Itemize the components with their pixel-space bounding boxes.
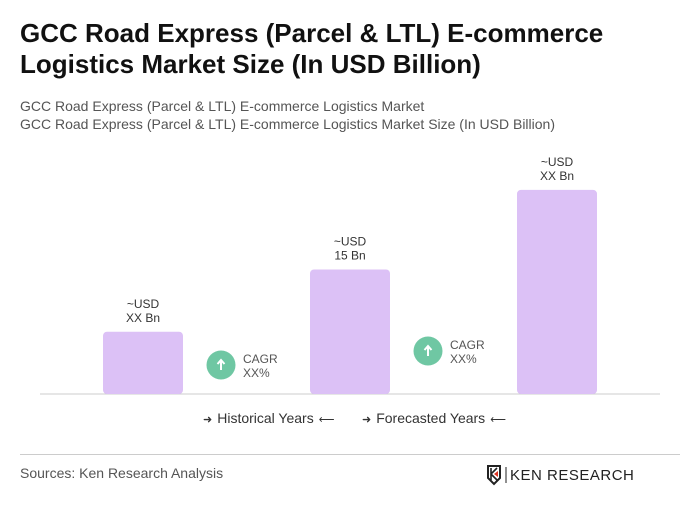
legend-forecasted: ➜ Forecasted Years ⟵ — [357, 410, 511, 426]
arrow-left-icon: ⟵ — [318, 414, 335, 426]
divider — [20, 454, 680, 455]
arrow-up-icon — [423, 344, 433, 356]
legend-historical: ➜ Historical Years ⟵ — [198, 410, 340, 426]
cagr-label: CAGR — [243, 352, 278, 366]
data-label: 15 Bn — [334, 249, 365, 263]
data-label: ~USD — [334, 235, 367, 249]
chart-subtitle: GCC Road Express (Parcel & LTL) E-commer… — [20, 98, 425, 114]
chart-title: GCC Road Express (Parcel & LTL) E-commer… — [20, 18, 604, 79]
data-label: ~USD — [541, 155, 574, 169]
arrow-left-icon: ⟵ — [490, 414, 506, 426]
bar — [103, 331, 183, 394]
data-label: XX Bn — [126, 311, 160, 325]
arrow-right-icon: ➜ — [203, 414, 213, 426]
cagr-value: XX% — [243, 366, 270, 380]
chart-subtitle-2: GCC Road Express (Parcel & LTL) E-commer… — [20, 116, 556, 132]
ken-research-logo: KEN RESEARCH — [486, 464, 656, 491]
data-label: XX Bn — [540, 169, 574, 183]
legend-historical-label: Historical Years — [217, 410, 314, 426]
arrow-up-icon — [216, 358, 226, 370]
cagr-label: CAGR — [450, 338, 485, 352]
arrow-right-icon: ➜ — [362, 414, 372, 426]
cagr-value: XX% — [450, 352, 477, 366]
svg-text:KEN RESEARCH: KEN RESEARCH — [510, 467, 634, 484]
bar — [517, 189, 597, 394]
data-label: ~USD — [127, 297, 160, 311]
sources: Sources: Ken Research Analysis — [20, 465, 224, 481]
bar — [310, 269, 390, 394]
legend-forecasted-label: Forecasted Years — [376, 410, 486, 426]
